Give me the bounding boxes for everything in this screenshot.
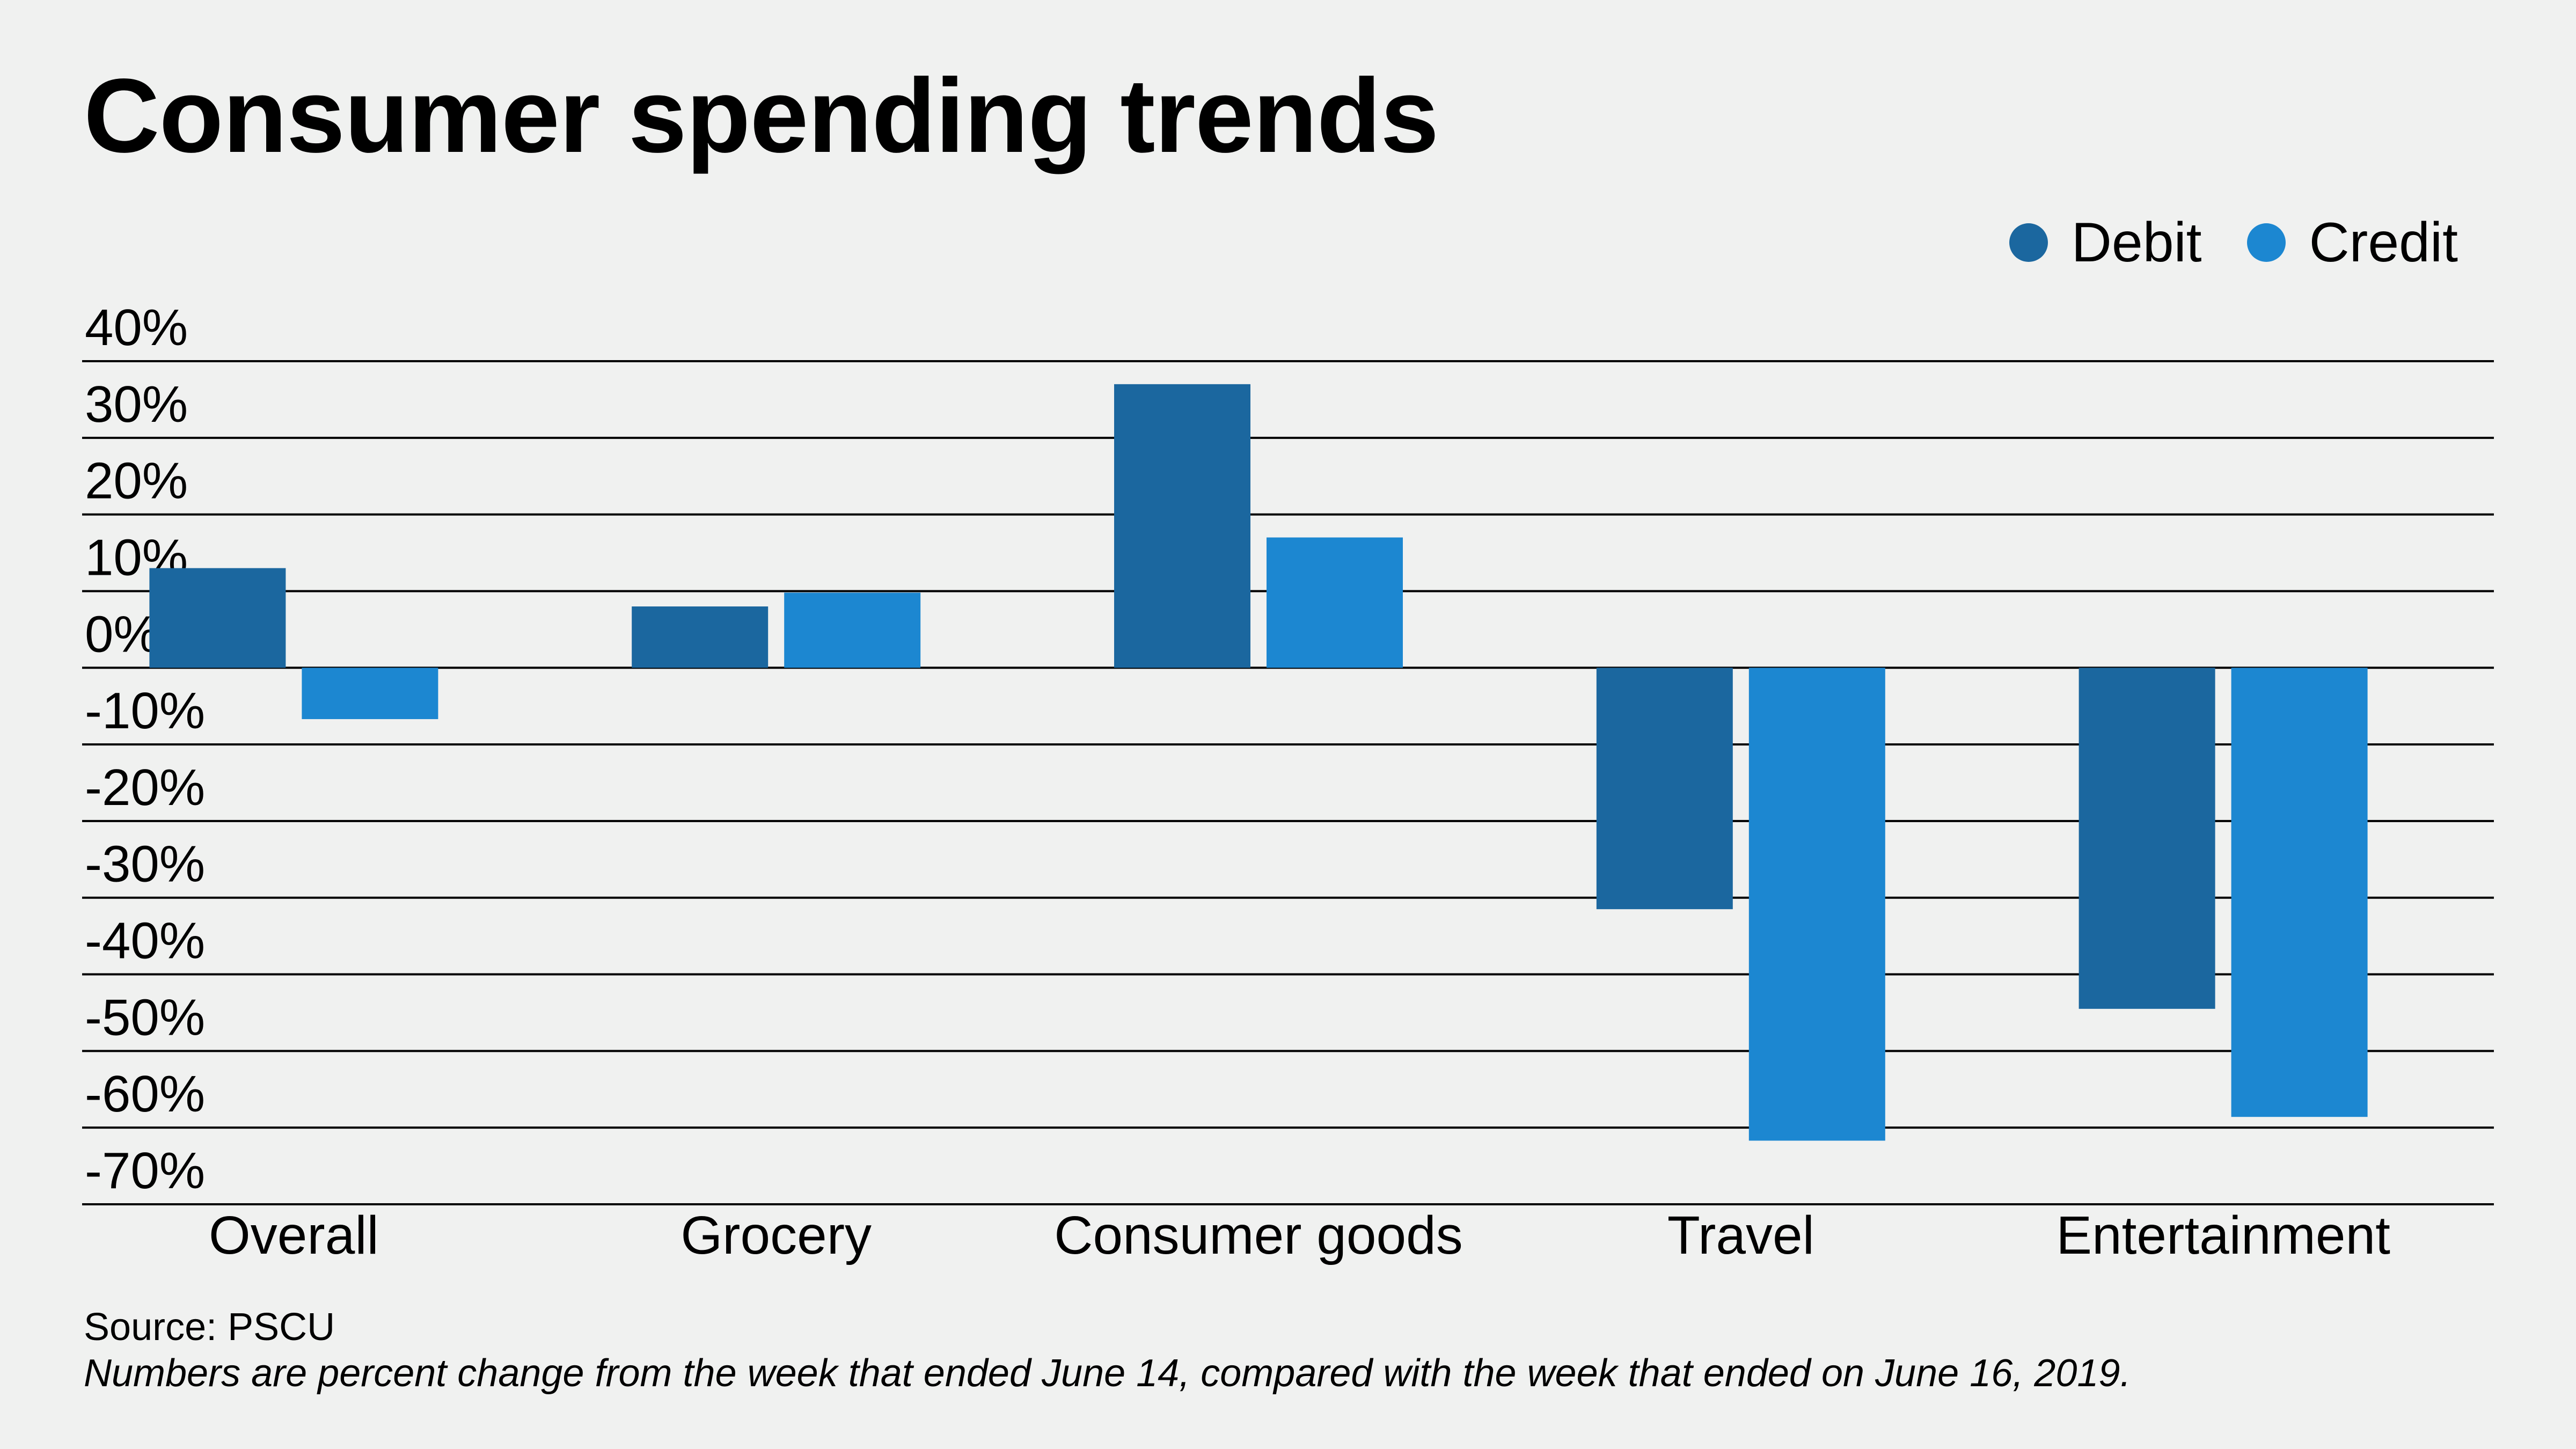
y-tick-label: 30% — [85, 376, 188, 433]
legend-item-credit: Credit — [2246, 211, 2458, 274]
y-tick-label: -70% — [85, 1142, 205, 1199]
y-tick-label: -10% — [85, 682, 205, 740]
x-axis-ticks: Overall Grocery Consumer goods Travel Entert… — [209, 1205, 2390, 1265]
y-tick-label: -50% — [85, 989, 205, 1046]
bar-travel-credit — [1748, 668, 1885, 1141]
bar-grocery-debit — [632, 606, 769, 668]
y-tick-label: 20% — [85, 452, 188, 510]
x-tick-label-consumer-goods: Consumer goods — [1054, 1205, 1463, 1265]
y-tick-label: -60% — [85, 1065, 205, 1123]
bar-overall-debit — [149, 568, 286, 668]
y-tick-label: -40% — [85, 912, 205, 970]
bar-consumer-goods-credit — [1267, 537, 1403, 668]
source-note: Source: PSCU — [84, 1306, 335, 1349]
y-tick-label: -30% — [85, 836, 205, 893]
legend-item-debit: Debit — [2009, 215, 2202, 270]
bar-travel-debit — [1596, 668, 1733, 910]
legend: Debit Credit — [1964, 215, 2458, 270]
bar-overall-credit — [302, 668, 438, 719]
x-tick-label-overall: Overall — [209, 1205, 379, 1265]
x-tick-label-travel: Travel — [1667, 1205, 1814, 1265]
bars — [149, 384, 2368, 1141]
bar-entertainment-credit — [2231, 668, 2368, 1117]
y-axis-ticks: 40%30%20%10%0%-10%-20%-30%-40%-50%-60%-7… — [85, 299, 205, 1199]
bar-consumer-goods-debit — [1114, 384, 1250, 668]
legend-label-credit: Credit — [2309, 211, 2458, 274]
chart-title: Consumer spending trends — [84, 57, 1439, 174]
y-tick-label: 40% — [85, 299, 188, 356]
legend-swatch-debit — [2009, 223, 2048, 262]
x-tick-label-grocery: Grocery — [680, 1205, 872, 1265]
legend-swatch-credit — [2246, 223, 2286, 262]
footnote: Numbers are percent change from the week… — [84, 1352, 2131, 1395]
y-tick-label: -20% — [85, 759, 205, 816]
footer: Source: PSCU Numbers are percent change … — [84, 1304, 2131, 1397]
x-tick-label-entertainment: Entertainment — [2056, 1205, 2390, 1265]
bar-grocery-credit — [784, 592, 921, 668]
bar-entertainment-debit — [2079, 668, 2215, 1009]
legend-label-debit: Debit — [2071, 211, 2202, 274]
y-tick-label: 0% — [85, 605, 159, 663]
